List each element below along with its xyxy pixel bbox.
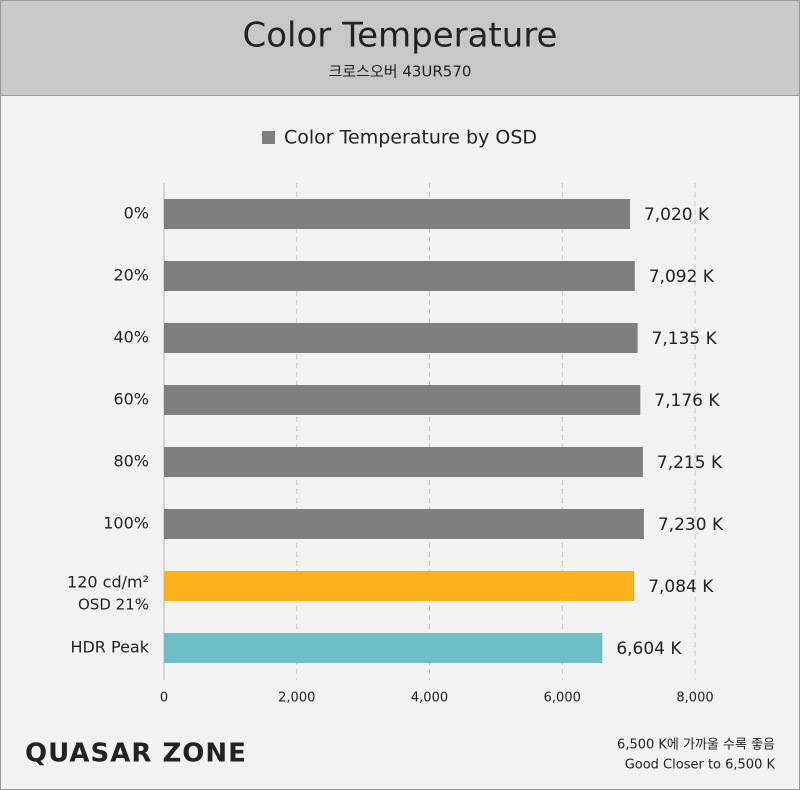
legend-swatch bbox=[262, 131, 275, 144]
value-label: 7,092 K bbox=[649, 267, 715, 287]
value-label: 7,215 K bbox=[657, 453, 723, 473]
bar bbox=[164, 509, 644, 539]
bar bbox=[164, 447, 643, 477]
y-tick-label: 20% bbox=[113, 266, 149, 285]
x-tick-label: 4,000 bbox=[411, 691, 448, 706]
bar bbox=[164, 199, 630, 229]
bar bbox=[164, 261, 635, 291]
chart-title: Color Temperature bbox=[243, 16, 558, 56]
value-label: 7,230 K bbox=[658, 515, 724, 535]
x-tick-label: 2,000 bbox=[278, 691, 315, 706]
value-label: 7,020 K bbox=[644, 205, 710, 225]
bar bbox=[164, 633, 603, 663]
header bbox=[0, 0, 800, 96]
y-tick-label: 60% bbox=[113, 390, 149, 409]
bar bbox=[164, 571, 635, 601]
value-label: 7,176 K bbox=[654, 391, 720, 411]
value-label: 7,084 K bbox=[648, 577, 714, 597]
chart-subtitle: 크로스오버 43UR570 bbox=[329, 63, 472, 81]
x-tick-label: 0 bbox=[160, 691, 168, 706]
x-tick-label: 8,000 bbox=[676, 691, 713, 706]
logo: QUASAR ZONE bbox=[25, 739, 247, 769]
x-tick-label: 6,000 bbox=[544, 691, 581, 706]
value-label: 6,604 K bbox=[616, 639, 682, 659]
legend-label: Color Temperature by OSD bbox=[284, 127, 537, 149]
footer-note: Good Closer to 6,500 K bbox=[625, 758, 776, 773]
y-tick-label: 120 cd/m² bbox=[67, 573, 149, 592]
y-tick-label: 100% bbox=[103, 514, 149, 533]
y-tick-label: 80% bbox=[113, 452, 149, 471]
y-tick-label: HDR Peak bbox=[70, 638, 149, 657]
y-tick-label: 40% bbox=[113, 328, 149, 347]
y-tick-note: OSD 21% bbox=[78, 596, 149, 614]
y-tick-label: 0% bbox=[124, 204, 149, 223]
value-label: 7,135 K bbox=[652, 329, 718, 349]
bar bbox=[164, 323, 638, 353]
footer-note: 6,500 K에 가까울 수록 좋음 bbox=[617, 738, 775, 753]
bar bbox=[164, 385, 641, 415]
